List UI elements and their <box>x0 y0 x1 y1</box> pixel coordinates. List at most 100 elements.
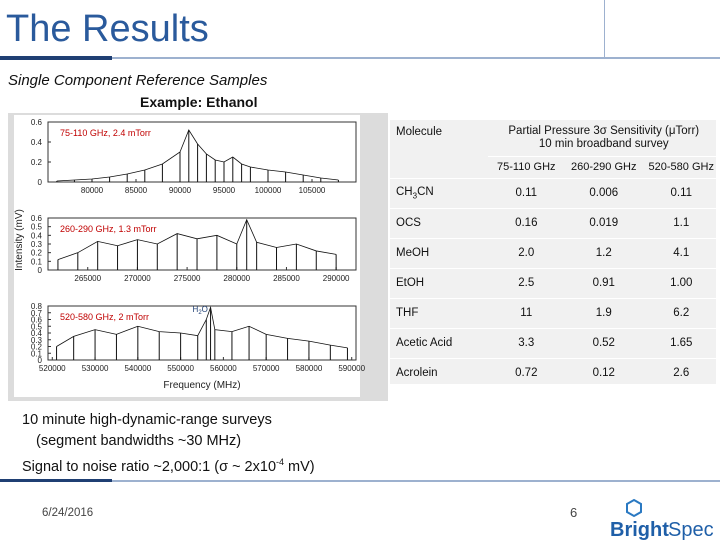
y-tick-label: 0.6 <box>31 316 43 325</box>
x-tick-label: 530000 <box>82 364 109 373</box>
x-tick-label: 285000 <box>273 274 300 283</box>
molecule-cell: OCS <box>396 217 421 229</box>
molecule-cell: THF <box>396 307 419 319</box>
panel-annotation: 75-110 GHz, 2.4 mTorr <box>60 128 151 138</box>
value-cell: 0.72 <box>515 367 538 380</box>
x-tick-label: 520000 <box>39 364 66 373</box>
x-tick-label: 270000 <box>124 274 151 283</box>
value-cell: 1.2 <box>595 247 612 259</box>
value-cell: 2.5 <box>518 277 535 289</box>
x-tick-label: 540000 <box>124 364 151 373</box>
value-cell: 0.11 <box>515 187 538 199</box>
summary-line-2: (segment bandwidths ~30 MHz) <box>36 433 242 449</box>
value-cell: 4.1 <box>673 247 690 259</box>
title-rule-light <box>112 57 720 59</box>
x-axis-label: Frequency (MHz) <box>163 380 240 391</box>
y-tick-label: 0.2 <box>31 158 43 167</box>
figure-background <box>14 115 360 397</box>
y-tick-label: 0.1 <box>31 349 43 358</box>
table-row: MeOH 2.0 1.2 4.1 <box>390 238 720 268</box>
molecule-cell: CH3CN <box>396 185 434 201</box>
value-cell: 0.12 <box>592 367 615 380</box>
header-molecule: Molecule <box>396 126 443 138</box>
value-cell: 6.2 <box>673 307 690 319</box>
table-row: Acrolein 0.72 0.12 2.6 <box>390 358 720 388</box>
table-row: OCS 0.16 0.019 1.1 <box>390 208 720 238</box>
y-tick-label: 0.2 <box>31 343 43 352</box>
example-label: Example: Ethanol <box>140 94 258 110</box>
x-tick-label: 275000 <box>174 274 201 283</box>
x-tick-label: 580000 <box>296 364 323 373</box>
value-cell: 1.9 <box>595 307 612 319</box>
value-cell: 1.00 <box>670 277 693 289</box>
x-tick-label: 105000 <box>299 186 326 195</box>
header-pressure: Partial Pressure 3σ Sensitivity (μTorr) … <box>488 120 720 156</box>
x-tick-label: 570000 <box>253 364 280 373</box>
molecule-cell: Acetic Acid <box>396 337 453 349</box>
y-tick-label: 0.4 <box>31 329 43 338</box>
table-row: CH3CN 0.11 0.006 0.11 <box>390 178 720 208</box>
molecule-cell: EtOH <box>396 277 425 289</box>
water-label: H2O <box>193 305 208 316</box>
x-tick-label: 80000 <box>81 186 104 195</box>
band-header: 260-290 GHz <box>571 161 637 173</box>
band-header: 520-580 GHz <box>648 161 714 173</box>
spectrum-envelope <box>56 305 348 349</box>
plot-frame <box>47 121 357 183</box>
value-cell: 1.1 <box>673 217 690 229</box>
x-tick-label: 590000 <box>338 364 365 373</box>
svg-text:Spec: Spec <box>668 519 714 540</box>
x-tick-label: 290000 <box>323 274 350 283</box>
footer-rule-light <box>112 480 720 482</box>
y-tick-label: 0.2 <box>31 249 43 258</box>
footer-date: 6/24/2016 <box>42 507 94 519</box>
y-axis-label: Intensity (mV) <box>14 209 25 271</box>
x-tick-label: 95000 <box>213 186 236 195</box>
y-tick-label: 0.5 <box>31 223 43 232</box>
header-pressure-line2: 10 min broadband survey <box>538 138 669 150</box>
svg-text:Bright: Bright <box>610 519 669 540</box>
title-rule <box>0 56 112 60</box>
sensitivity-table: Molecule Partial Pressure 3σ Sensitivity… <box>390 120 720 388</box>
band-header: 75-110 GHz <box>497 161 556 173</box>
x-tick-label: 90000 <box>169 186 192 195</box>
value-cell: 2.6 <box>673 367 690 380</box>
slide-title: The Results <box>6 8 209 50</box>
value-cell: 0.006 <box>589 187 619 199</box>
summary-line-3: Signal to noise ratio ~2,000:1 (σ ~ 2x10… <box>22 457 315 475</box>
y-tick-label: 0.3 <box>31 336 43 345</box>
value-cell: 0.16 <box>515 217 538 229</box>
y-tick-label: 0 <box>38 356 43 365</box>
y-tick-label: 0.4 <box>31 231 43 240</box>
x-tick-label: 280000 <box>223 274 250 283</box>
value-cell: 1.65 <box>670 337 693 349</box>
value-cell: 0.91 <box>592 277 615 289</box>
x-tick-label: 100000 <box>255 186 282 195</box>
corner-divider <box>604 0 605 57</box>
logo-icon: Bright Spec <box>610 498 714 541</box>
panel-annotation: 520-580 GHz, 2 mTorr <box>60 312 149 322</box>
y-tick-label: 0.3 <box>31 240 43 249</box>
y-tick-label: 0.5 <box>31 322 43 331</box>
table-background <box>390 120 716 384</box>
summary-text: 10 minute high-dynamic-range surveys (se… <box>22 410 315 478</box>
x-tick-label: 550000 <box>167 364 194 373</box>
y-tick-label: 0 <box>38 266 43 275</box>
table-row: Acetic Acid 3.3 0.52 1.65 <box>390 328 720 358</box>
y-tick-label: 0.7 <box>31 309 43 318</box>
page-number: 6 <box>570 505 578 520</box>
spectrum-envelope <box>56 129 339 182</box>
y-tick-label: 0.8 <box>31 302 43 311</box>
value-cell: 3.3 <box>518 337 535 349</box>
summary-line-1: 10 minute high-dynamic-range surveys <box>22 412 272 428</box>
value-cell: 2.0 <box>518 247 535 259</box>
header-pressure-line1: Partial Pressure 3σ Sensitivity (μTorr) <box>508 125 700 137</box>
x-tick-label: 85000 <box>125 186 148 195</box>
value-cell: 11 <box>520 307 533 319</box>
value-cell: 0.11 <box>670 187 693 199</box>
table-row: EtOH 2.5 0.91 1.00 <box>390 268 720 298</box>
panel-annotation: 260-290 GHz, 1.3 mTorr <box>60 224 157 234</box>
molecule-cell: MeOH <box>396 247 430 259</box>
y-tick-label: 0.4 <box>31 138 43 147</box>
